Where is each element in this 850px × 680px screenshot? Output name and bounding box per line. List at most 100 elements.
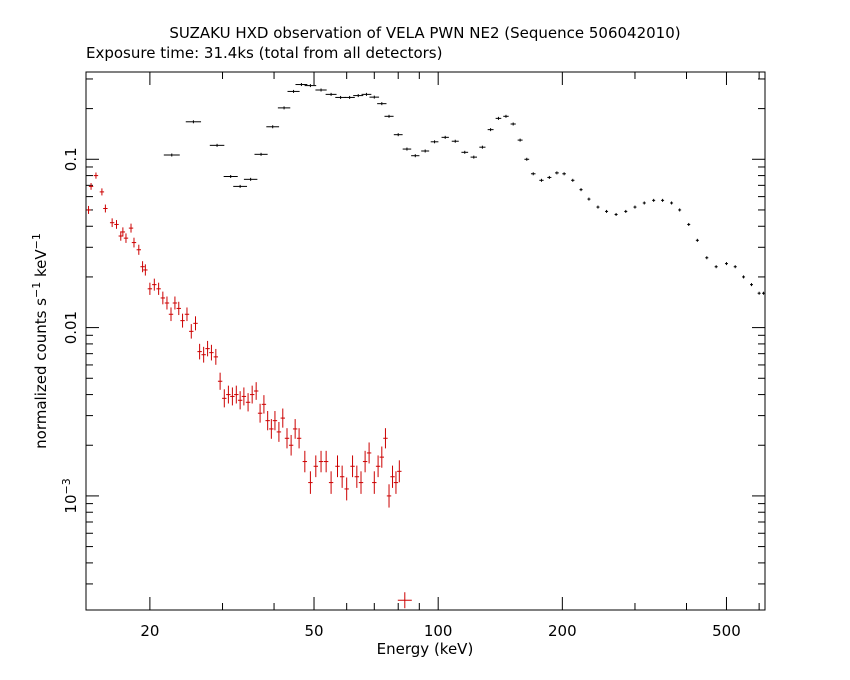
data-point (393, 471, 399, 494)
data-point (292, 419, 298, 439)
data-point (379, 446, 385, 468)
data-point (350, 455, 355, 478)
data-point (243, 177, 258, 181)
data-point (354, 465, 360, 488)
data-point (547, 175, 552, 179)
data-point (295, 83, 308, 87)
data-point (384, 114, 394, 118)
plot-frame (85, 71, 766, 611)
data-point (288, 434, 294, 456)
data-point (185, 120, 202, 124)
data-point (742, 275, 746, 279)
data-point (386, 484, 392, 508)
data-point (131, 237, 137, 248)
data-point (510, 122, 516, 126)
data-point (479, 145, 486, 149)
data-point (596, 205, 600, 209)
y-axis-label-exp2: −1 (30, 233, 43, 249)
data-point (180, 313, 185, 328)
data-point (277, 106, 291, 110)
data-point (136, 244, 142, 255)
data-point (253, 382, 259, 400)
data-point (172, 296, 178, 310)
data-point (695, 238, 699, 242)
y-tick-label: 0.1 (62, 147, 80, 171)
y-axis-label-main: normalized counts s (32, 298, 50, 449)
data-point (495, 116, 502, 120)
data-point (461, 150, 469, 154)
data-point (168, 307, 174, 322)
data-point (272, 411, 278, 431)
x-tick-label: 100 (424, 622, 453, 640)
data-point (733, 265, 737, 269)
data-point (304, 84, 317, 88)
series-1 (86, 172, 412, 609)
data-point (201, 346, 206, 363)
data-point (123, 233, 129, 243)
data-point (296, 428, 302, 449)
data-point (249, 385, 255, 404)
data-point (120, 227, 126, 237)
data-point (109, 218, 115, 228)
data-point (633, 205, 637, 209)
data-point (302, 450, 308, 473)
data-point (140, 261, 145, 273)
y-tick-label: 0.01 (62, 311, 80, 344)
data-point (189, 324, 194, 339)
y-tick-label: 10−3 (60, 478, 80, 513)
data-point (160, 291, 166, 305)
data-point (222, 389, 227, 408)
data-point (315, 88, 327, 92)
data-point (193, 316, 198, 331)
data-point (624, 209, 628, 213)
data-point (366, 442, 372, 464)
data-point (261, 395, 267, 414)
data-point (118, 231, 123, 241)
data-point (687, 222, 691, 226)
data-point (344, 95, 355, 99)
data-point (397, 592, 412, 609)
data-point (393, 133, 403, 137)
data-point (339, 465, 345, 488)
data-point (88, 183, 94, 190)
data-point (230, 387, 235, 406)
data-point (276, 421, 282, 442)
data-point (470, 155, 478, 159)
data-point (184, 307, 190, 322)
data-point (164, 296, 170, 310)
data-point (86, 205, 91, 214)
series-0 (163, 83, 766, 295)
data-point (372, 471, 377, 494)
chart-subtitle: Exposure time: 31.4ks (total from all de… (86, 44, 442, 62)
data-point (661, 198, 665, 202)
data-point (176, 301, 181, 316)
data-point (209, 344, 214, 361)
x-tick-label: 500 (712, 622, 741, 640)
data-point (266, 125, 280, 129)
data-point (605, 209, 609, 213)
data-point (197, 343, 202, 360)
data-point (539, 178, 544, 182)
y-axis-label: normalized counts s−1 keV−1 (30, 233, 50, 449)
data-point (323, 450, 329, 473)
data-point (93, 172, 99, 179)
data-point (280, 408, 285, 428)
series-layer (86, 83, 766, 609)
data-point (383, 428, 388, 449)
data-point (163, 153, 180, 157)
data-point (554, 171, 559, 175)
data-point (114, 220, 119, 229)
x-axis-label: Energy (keV) (377, 640, 474, 658)
data-point (750, 283, 754, 287)
data-point (335, 455, 340, 478)
x-tick-label: 50 (304, 622, 323, 640)
y-axis-label-exp1: −1 (30, 282, 43, 298)
data-point (269, 419, 274, 439)
data-point (670, 201, 674, 205)
data-point (451, 139, 459, 143)
data-point (284, 428, 290, 449)
data-point (308, 471, 313, 494)
data-point (571, 178, 575, 182)
data-point (234, 385, 239, 404)
